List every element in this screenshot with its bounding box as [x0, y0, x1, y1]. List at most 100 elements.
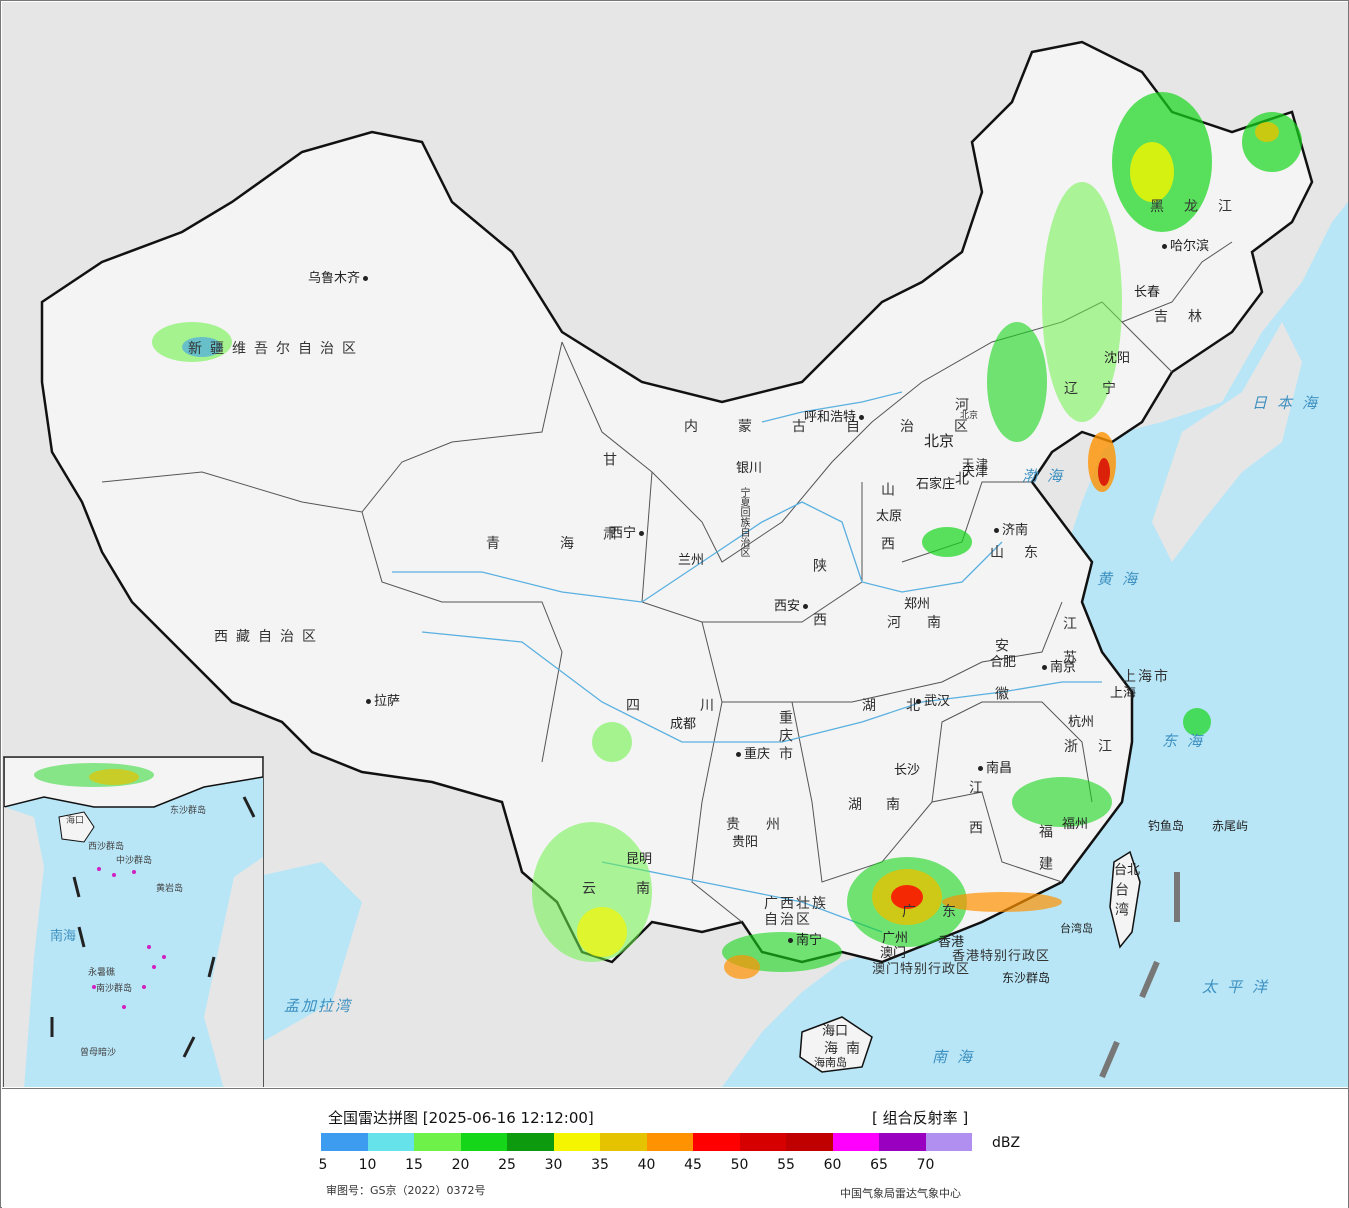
sea-label: 南海: [932, 1048, 983, 1066]
product-name: [ 组合反射率 ]: [872, 1109, 969, 1127]
province-label: 浙江: [1064, 739, 1132, 755]
color-swatch: [879, 1133, 926, 1151]
city-label: 福州: [1062, 817, 1089, 832]
province-borders: [101, 241, 1233, 923]
color-swatch: [832, 1133, 879, 1151]
city-label: 广州: [882, 931, 909, 946]
city-label: 海口: [822, 1024, 849, 1039]
legend-title: 全国雷达拼图 [2025-06-16 12:12:00]: [328, 1109, 594, 1127]
inset-label: 南沙群岛: [96, 984, 133, 994]
province-label: 北京: [960, 411, 979, 421]
province-label: 山东: [990, 545, 1058, 561]
taiwan-island: [1109, 850, 1141, 949]
city-label: 杭州: [1068, 715, 1095, 730]
pacific-sea: [722, 2, 1348, 1087]
city-label: 长春: [1134, 285, 1161, 300]
hainan-island: [799, 1016, 873, 1073]
province-label: 香港特别行政区: [952, 949, 1051, 964]
inset-label: 中沙群岛: [116, 856, 153, 866]
province-label: 台湾: [1113, 882, 1129, 922]
scale-tick-label: 10: [358, 1157, 377, 1173]
city-label: 济南: [994, 524, 1028, 537]
inset-label: 东沙群岛: [170, 806, 207, 816]
island-label: 钓鱼岛: [1148, 819, 1185, 833]
province-label: 内蒙古自治区: [684, 419, 1008, 435]
color-swatch: [414, 1133, 461, 1151]
province-label: 辽宁: [1064, 381, 1140, 397]
sea-label: 东海: [1162, 732, 1213, 750]
province-label: 贵州: [726, 817, 806, 833]
sea-label: 渤海: [1022, 467, 1073, 485]
city-label: 南昌: [978, 762, 1012, 775]
city-label: 南宁: [788, 934, 822, 947]
legend-panel: 全国雷达拼图 [2025-06-16 12:12:00] [ 组合反射率 ] d…: [2, 1088, 1348, 1208]
inset-label: 黄岩岛: [156, 884, 184, 894]
province-label: 吉林: [1154, 309, 1222, 325]
province-label: 天津: [962, 457, 991, 471]
scale-tick-label: 15: [405, 1157, 423, 1173]
island-label: 台湾岛: [1060, 922, 1093, 935]
city-label: 武汉: [916, 695, 950, 708]
city-label: 呼和浩特: [804, 411, 867, 424]
city-label: 石家庄: [916, 477, 956, 492]
sea-label: 日本海: [1252, 394, 1328, 412]
scale-tick-label: 45: [684, 1157, 702, 1173]
province-label: 重庆市: [777, 710, 793, 764]
maritime-boundary: [1099, 872, 1180, 1079]
rivers: [392, 391, 1102, 933]
scale-tick-label: 50: [730, 1157, 749, 1173]
city-label: 台北: [1114, 863, 1141, 878]
city-label: 天津: [962, 465, 989, 480]
inset-label: 西沙群岛: [88, 842, 125, 852]
color-swatch: [739, 1133, 786, 1151]
city-label: 昆明: [626, 852, 653, 867]
scale-tick-label: 40: [637, 1157, 656, 1173]
province-label: 澳门特别行政区: [872, 962, 971, 977]
scale-tick-label: 35: [591, 1157, 609, 1173]
color-swatch: [321, 1133, 368, 1151]
city-label: 兰州: [678, 553, 705, 568]
city-label: 沈阳: [1104, 351, 1131, 366]
province-label: 甘肃: [601, 452, 617, 600]
inset-label: 南海: [50, 929, 77, 944]
city-label: 重庆: [736, 748, 770, 761]
korea-japan-land: [1152, 322, 1302, 562]
province-label: 福建: [1037, 824, 1053, 888]
scale-tick-label: 25: [498, 1157, 516, 1173]
scale-tick-label: 70: [916, 1157, 935, 1173]
china-radar-map[interactable]: 日本海 渤海 黄海 东海 南海 太平洋 孟加拉湾 新疆维吾尔自治区 西藏自治区 …: [2, 2, 1348, 1087]
color-swatch: [507, 1133, 554, 1151]
province-label: 陕西: [811, 558, 827, 666]
color-swatch: [460, 1133, 507, 1151]
province-label: 广西壮族自治区: [764, 896, 828, 928]
city-label: 太原: [876, 509, 903, 524]
color-swatch: [786, 1133, 833, 1151]
province-label: 新疆维吾尔自治区: [188, 341, 364, 357]
radar-echoes: [152, 92, 1302, 979]
city-label: 西安: [774, 600, 811, 613]
color-swatch: [600, 1133, 647, 1151]
city-label: 上海: [1110, 686, 1137, 701]
color-swatch: [553, 1133, 600, 1151]
city-label: 澳门: [880, 946, 907, 961]
scale-tick-label: 5: [318, 1157, 328, 1173]
scale-ticks: 5 10 15 20 25 30 35 40 45 50 55 60 65 70: [2, 1157, 1348, 1175]
inset-svg: [4, 757, 263, 1087]
inset-label: 海口: [66, 816, 85, 826]
inset-label: 永暑礁: [88, 968, 116, 978]
city-label: 成都: [670, 717, 697, 732]
scale-tick-label: 60: [823, 1157, 842, 1173]
color-scale: [321, 1133, 972, 1151]
color-swatch: [925, 1133, 972, 1151]
bay-of-bengal: [232, 862, 362, 1042]
color-swatch: [367, 1133, 414, 1151]
province-label: 四川: [626, 698, 774, 714]
province-label: 江西: [967, 780, 983, 860]
province-label: 海南: [824, 1041, 868, 1057]
scale-tick-label: 20: [451, 1157, 470, 1173]
island-label: 赤尾屿: [1212, 819, 1249, 833]
province-label: 山西: [879, 482, 895, 590]
province-label: 云南: [582, 881, 690, 897]
island-label: 东沙群岛: [1002, 971, 1051, 985]
